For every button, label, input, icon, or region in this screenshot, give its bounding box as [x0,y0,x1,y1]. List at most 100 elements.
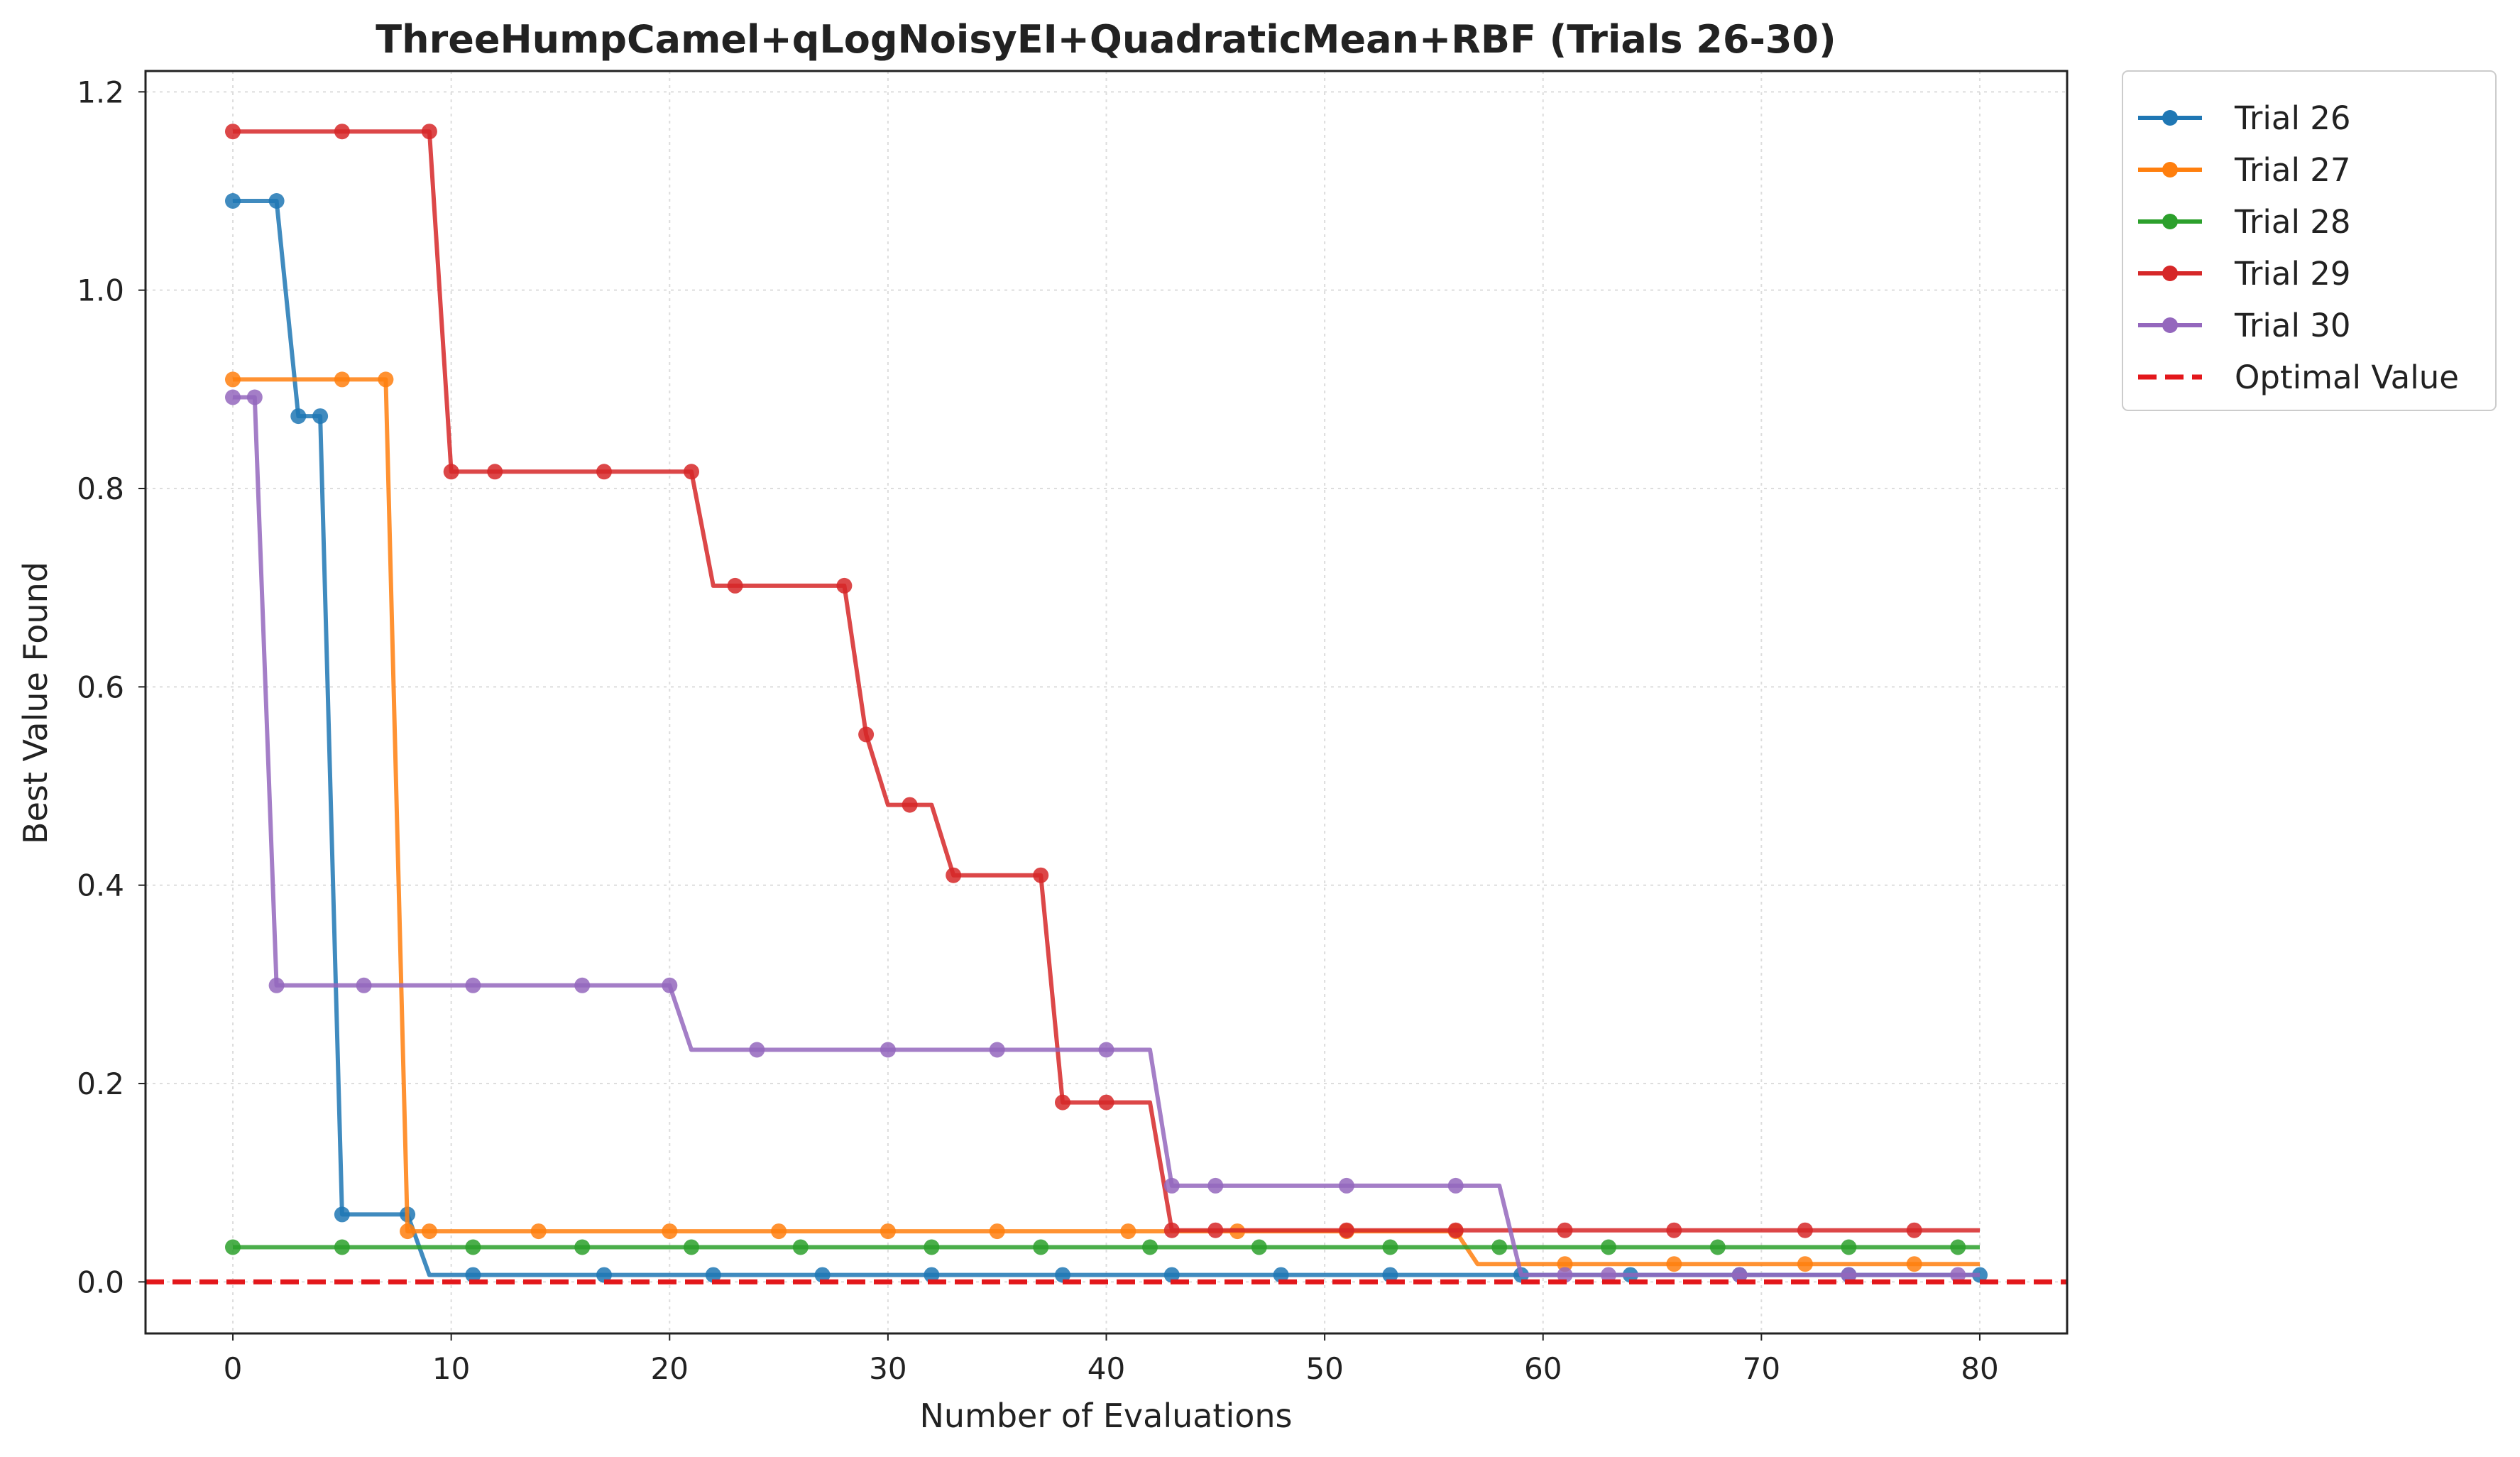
data-point [1142,1239,1158,1255]
x-tick-label: 10 [432,1351,470,1386]
data-point [705,1267,721,1283]
data-point [1601,1267,1616,1283]
data-point [1709,1239,1726,1255]
data-point [836,577,853,594]
data-point [1447,1222,1464,1238]
legend: Trial 26 Trial 27 Trial 28 Trial 29 Trial 30… [2122,70,2497,411]
legend-label: Trial 29 [2234,255,2351,293]
data-point [1163,1177,1180,1194]
data-point [465,1267,481,1283]
data-point [246,389,263,405]
data-point [1207,1222,1224,1238]
legend-marker [2162,266,2178,281]
data-point [1950,1239,1966,1255]
data-point [880,1042,896,1058]
data-point [880,1223,896,1240]
series-line-trial-29 [233,129,1980,1233]
data-point [1557,1267,1573,1283]
data-point [225,124,241,140]
data-point [1601,1239,1616,1255]
x-tick-label: 20 [651,1351,689,1386]
data-point [924,1267,940,1283]
data-point [1207,1177,1224,1194]
data-point [225,389,241,405]
data-point [530,1223,547,1240]
data-point [421,124,437,140]
y-tick-label: 1.0 [77,273,124,308]
data-point [684,1239,699,1255]
data-point [902,797,918,813]
data-point [1447,1177,1464,1194]
legend-label: Trial 26 [2234,99,2351,137]
x-tick-label: 30 [869,1351,906,1386]
axis-ticks: 0 10 20 30 40 50 60 70 80 0.0 0.2 0.4 0.6 0.8 1.0 1.2 [77,75,1998,1386]
data-point [1055,1267,1070,1283]
data-point [946,867,962,883]
data-point [596,1267,612,1283]
series-line-trial-26 [233,199,1980,1277]
data-point [1491,1239,1508,1255]
series-line-trial-30 [233,395,1980,1277]
data-point [1557,1256,1573,1272]
data-point [334,1239,350,1255]
data-point [334,371,350,388]
data-point [1338,1177,1354,1194]
data-point [596,464,612,480]
legend-label: Optimal Value [2235,359,2459,396]
data-point [1033,1239,1049,1255]
legend-marker [2162,317,2178,333]
data-point [1163,1267,1180,1283]
data-point [727,577,743,594]
data-point [225,193,241,209]
grid [146,71,2067,1333]
data-point [1098,1094,1114,1111]
y-tick-label: 0.8 [77,471,124,506]
data-point [1273,1267,1289,1283]
y-tick-label: 1.2 [77,75,124,109]
x-tick-label: 70 [1743,1351,1780,1386]
data-point [574,977,591,993]
data-point [268,193,285,209]
data-point [1666,1256,1682,1272]
data-point [1163,1222,1180,1238]
data-point [574,1239,591,1255]
legend-label: Trial 28 [2234,203,2351,241]
data-point [771,1223,787,1240]
y-tick-label: 0.6 [77,670,124,704]
data-point [400,1223,416,1240]
data-point [1950,1267,1966,1283]
data-point [1906,1256,1922,1272]
legend-marker [2162,110,2178,126]
data-point [749,1042,765,1058]
data-point [1382,1239,1398,1255]
data-point [312,408,329,425]
data-point [378,371,394,388]
x-tick-label: 80 [1961,1351,1998,1386]
data-point [290,408,307,425]
chart-title: ThreeHumpCamel+qLogNoisyEI+QuadraticMean… [376,17,1836,62]
data-point [1055,1094,1070,1111]
y-tick-label: 0.4 [77,868,124,903]
legend-marker [2162,214,2178,229]
data-point [225,1239,241,1255]
data-point [356,977,372,993]
x-tick-label: 0 [224,1351,243,1386]
data-point [684,464,699,480]
legend-label: Trial 30 [2234,307,2351,344]
data-point [858,726,875,743]
data-point [487,464,503,480]
data-point [1797,1222,1813,1238]
x-tick-label: 50 [1305,1351,1343,1386]
data-point [334,1206,350,1223]
data-point [814,1267,831,1283]
data-point [465,977,481,993]
data-point [989,1223,1005,1240]
data-point [443,464,459,480]
y-tick-label: 0.2 [77,1066,124,1101]
data-point [1906,1222,1922,1238]
data-point [989,1042,1005,1058]
data-point [792,1239,809,1255]
data-point [1251,1239,1267,1255]
